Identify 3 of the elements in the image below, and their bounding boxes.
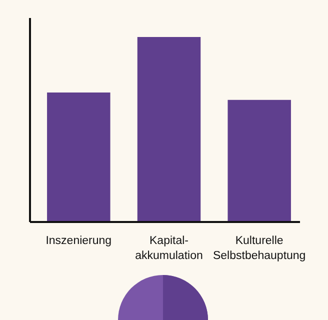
x-tick-label: Kulturelle Selbstbehauptung: [212, 235, 306, 262]
x-tick-label: Kapital- akkumulation: [135, 235, 203, 262]
x-tick-label: Inszenierung: [46, 235, 112, 247]
